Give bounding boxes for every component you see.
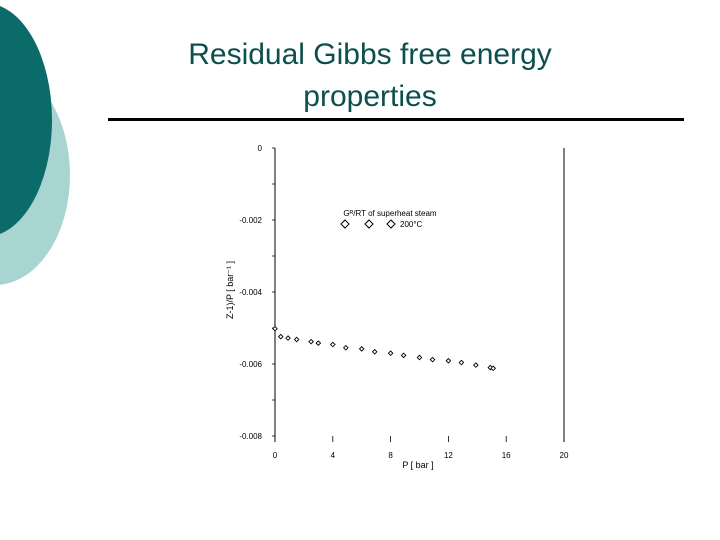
legend-marker [364,219,374,229]
y-axis-label: Z-1)/P [ bar⁻¹ ] [225,261,235,319]
legend-entry: 200°C [400,220,423,229]
data-point [490,365,497,372]
x-tick-labels: 0 4 8 12 16 20 [273,451,569,460]
data-point [285,335,291,341]
x-axis-label: P [ bar ] [402,460,433,470]
x-tick-label: 0 [273,451,278,460]
data-point [473,362,479,368]
data-point [358,346,365,352]
y-tick-label: -0.004 [239,288,262,297]
legend-title: Gᴿ/RT of superheat steam [343,209,436,218]
data-point [445,357,452,364]
x-tick-label: 4 [331,451,336,460]
x-tick-label: 20 [560,451,569,460]
data-point [272,325,278,332]
x-tick-label: 8 [388,451,393,460]
teal-dark-shape [0,5,52,235]
y-tick-label: -0.008 [239,432,262,441]
y-tick-label: -0.002 [239,216,262,225]
data-point [487,364,494,371]
chart-axes [272,147,565,442]
data-point [416,354,423,361]
data-point [400,352,407,359]
data-point [342,344,349,351]
data-point [429,356,436,363]
legend-marker [386,219,396,229]
slide-decoration [0,5,70,285]
data-point [387,350,394,357]
data-point [277,333,284,340]
slide-title: Residual Gibbs free energy properties [120,34,620,118]
y-tick-labels: 0 -0.002 -0.004 -0.006 -0.008 [239,144,262,441]
slide-title-line2: properties [303,80,437,113]
x-tick-label: 16 [502,451,511,460]
data-point [315,340,322,346]
y-tick-label: -0.006 [239,360,262,369]
slide-title-line1: Residual Gibbs free energy [188,38,552,71]
data-point [329,341,336,348]
data-point [371,348,378,355]
title-divider [108,118,684,121]
y-tick-label: 0 [258,144,263,153]
data-point [293,336,300,343]
legend-marker [340,219,350,229]
data-points [272,325,497,372]
chart-legend: Gᴿ/RT of superheat steam 200°C [340,209,437,229]
data-point [458,359,465,366]
x-tick-label: 12 [444,451,453,460]
data-point [308,338,314,345]
